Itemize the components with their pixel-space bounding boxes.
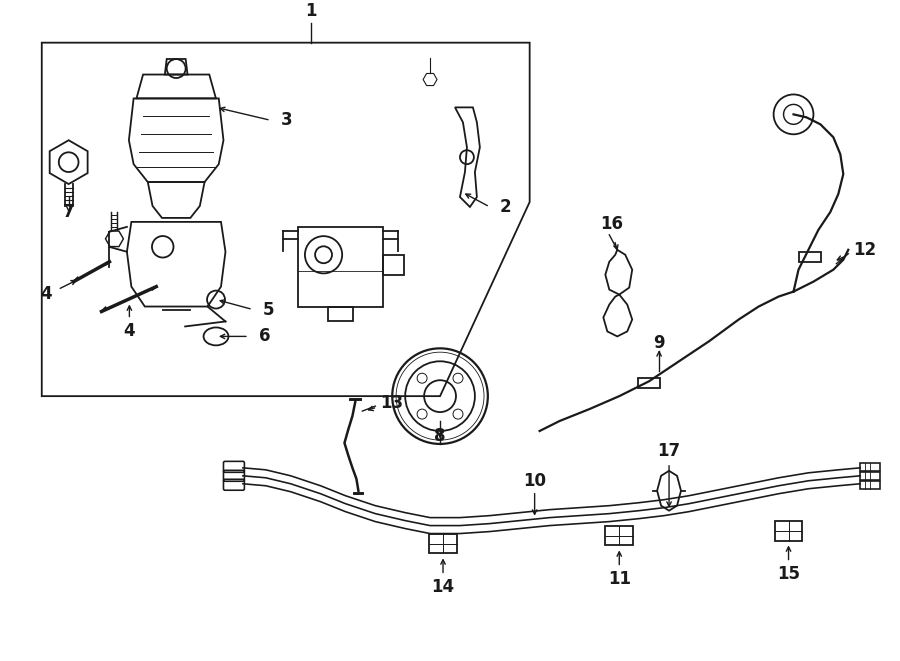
Bar [860, 472, 880, 480]
Bar [429, 533, 457, 553]
Text: 3: 3 [281, 111, 292, 130]
Bar [638, 378, 660, 388]
Text: 17: 17 [658, 442, 680, 460]
Text: 9: 9 [653, 334, 665, 352]
Bar [382, 254, 404, 275]
Text: 10: 10 [523, 472, 546, 490]
Text: 12: 12 [853, 241, 877, 258]
Text: 11: 11 [608, 570, 631, 588]
Bar [799, 252, 822, 262]
Text: 16: 16 [599, 215, 623, 233]
Bar [606, 525, 634, 545]
Text: 2: 2 [500, 198, 511, 216]
Text: 4: 4 [40, 285, 51, 303]
Bar [775, 521, 803, 541]
Text: 14: 14 [431, 578, 454, 596]
Bar [860, 463, 880, 471]
Text: 7: 7 [63, 203, 75, 221]
Text: 8: 8 [435, 427, 446, 445]
Text: 15: 15 [777, 565, 800, 584]
Text: 6: 6 [259, 327, 270, 346]
Text: 4: 4 [123, 323, 135, 340]
Bar [860, 481, 880, 488]
Text: 13: 13 [381, 394, 403, 412]
Text: 1: 1 [305, 2, 317, 20]
Text: 5: 5 [263, 301, 274, 319]
